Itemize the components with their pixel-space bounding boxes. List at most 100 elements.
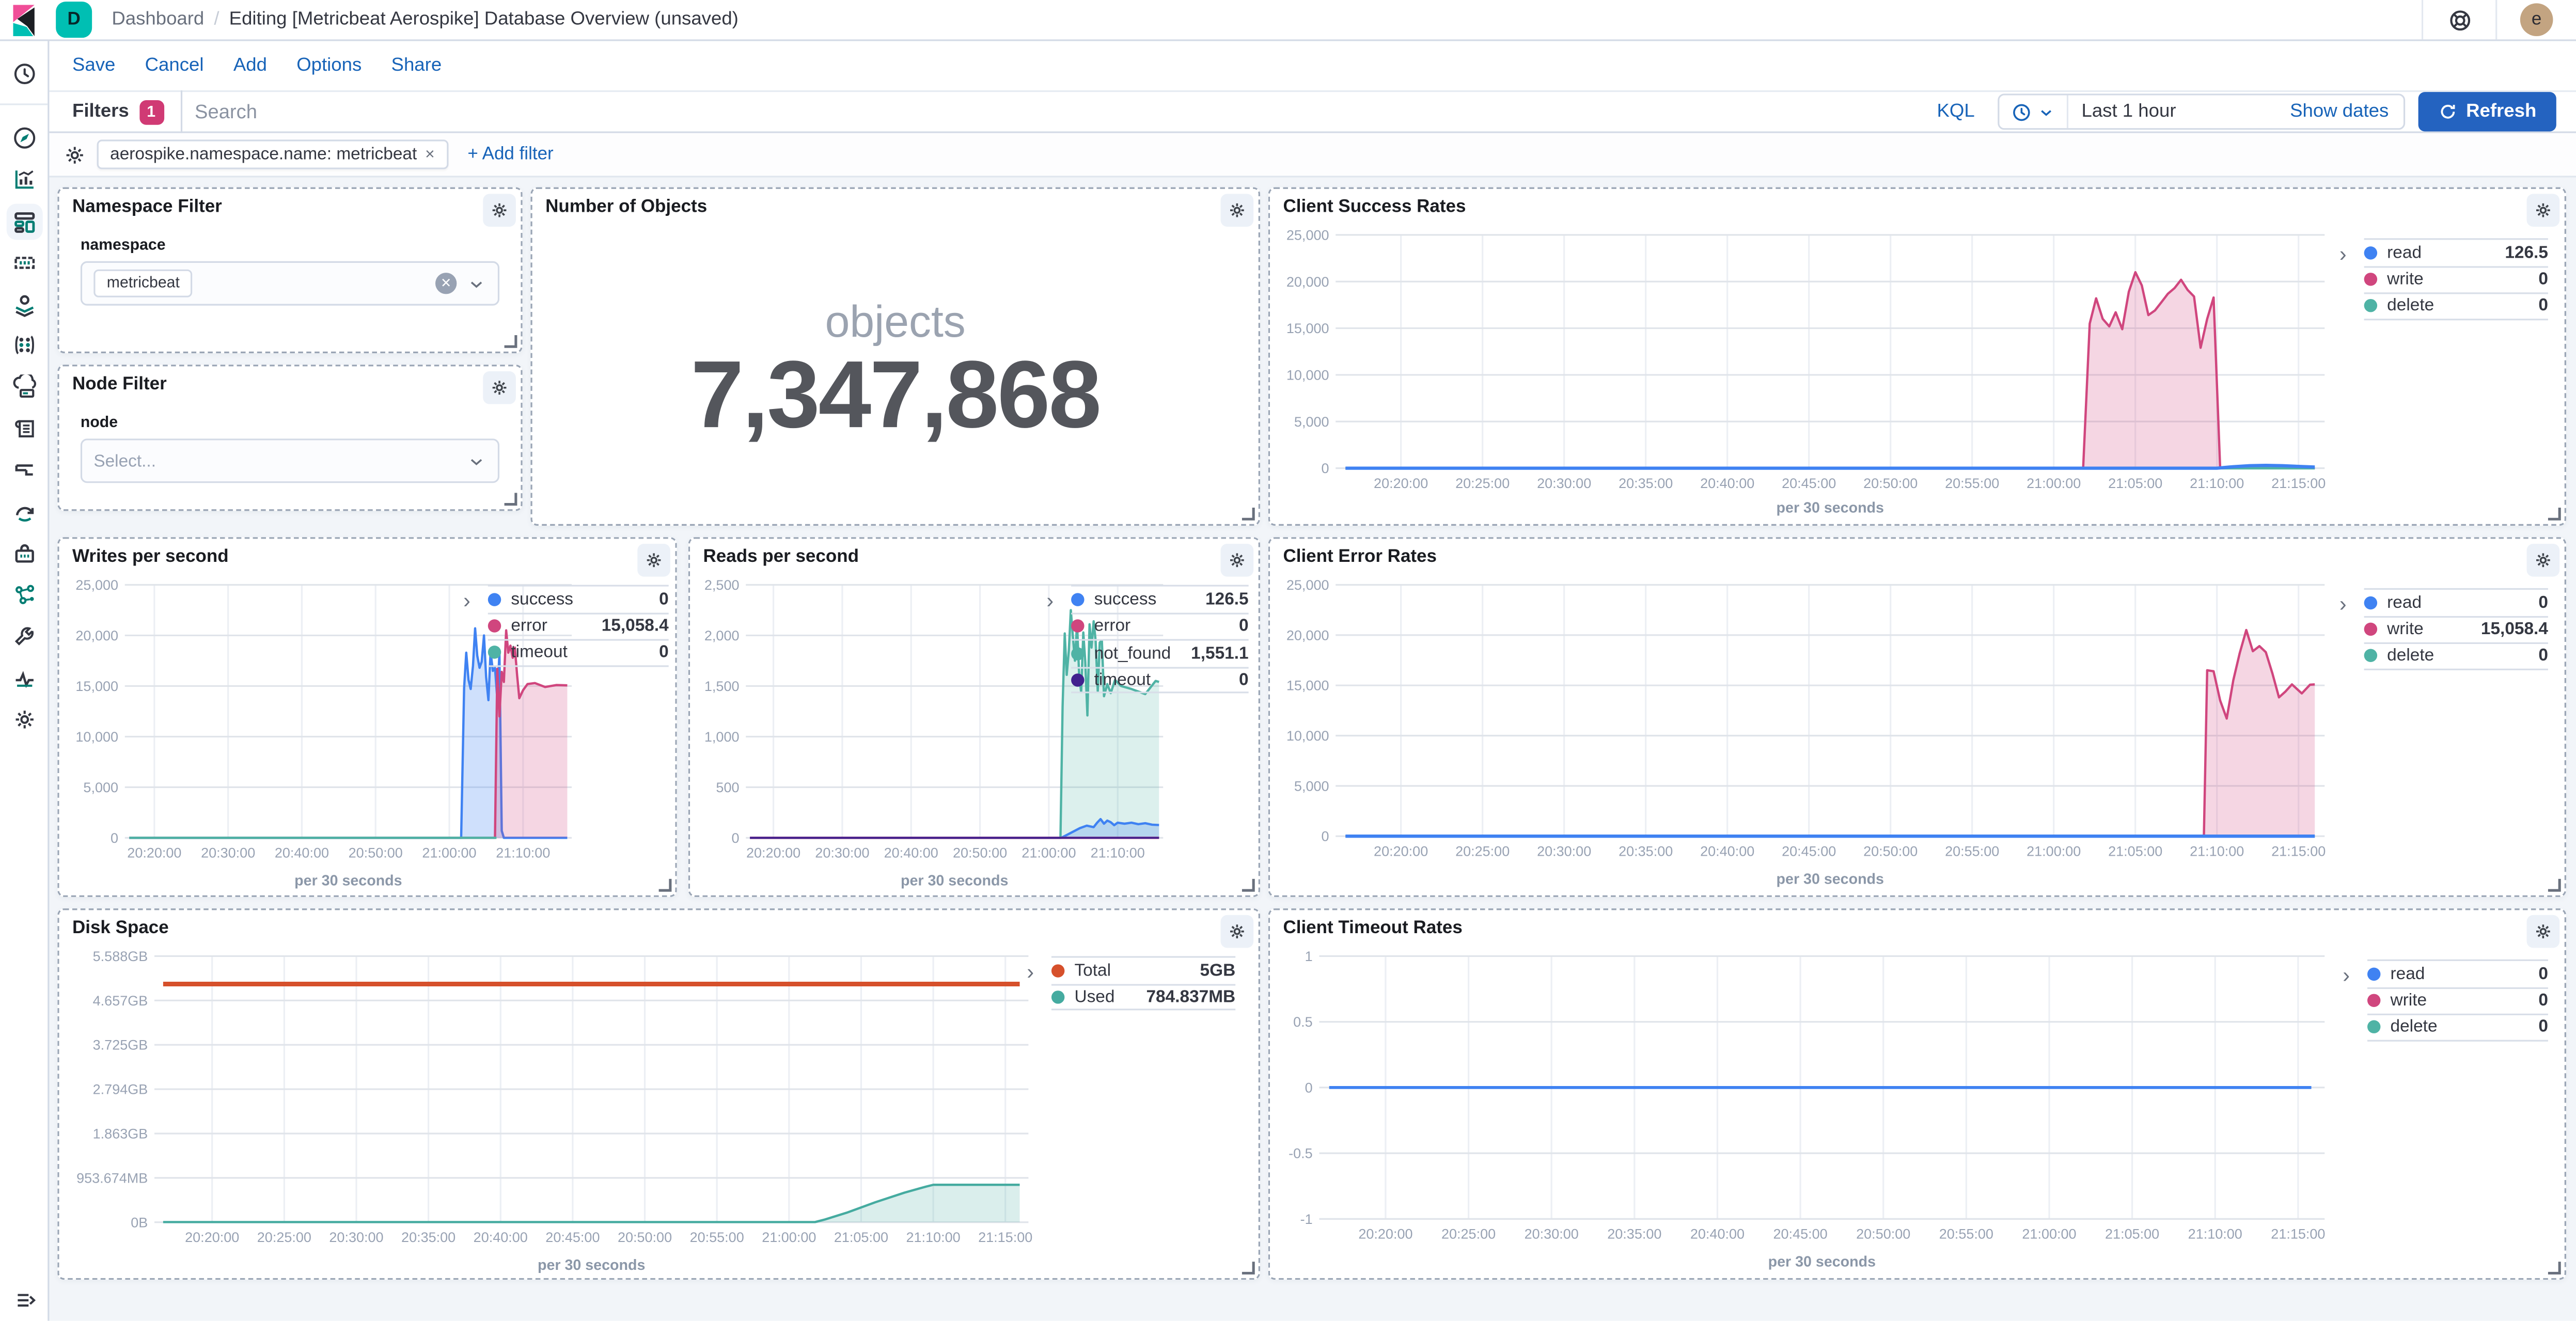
filters-menu-button[interactable]: Filters 1 — [49, 90, 182, 133]
management-gear-icon[interactable] — [0, 700, 49, 740]
legend-item-read[interactable]: read 126.5 — [2364, 238, 2548, 265]
kql-language-button[interactable]: KQL — [1937, 102, 1975, 122]
panel-options-gear-button[interactable] — [2526, 543, 2560, 577]
devtools-wrench-icon[interactable] — [0, 617, 49, 656]
discover-compass-icon[interactable] — [0, 118, 49, 158]
resize-handle[interactable] — [1240, 1260, 1255, 1275]
panel-title: Disk Space — [72, 918, 169, 938]
chevron-down-icon[interactable] — [466, 274, 486, 293]
siem-case-icon[interactable] — [0, 534, 49, 573]
legend-item-timeout[interactable]: timeout 0 — [488, 639, 669, 666]
svg-text:20:30:00: 20:30:00 — [1525, 1226, 1579, 1242]
resize-handle[interactable] — [2547, 877, 2562, 892]
namespace-selected-chip[interactable]: metricbeat — [93, 269, 193, 297]
legend-collapse-icon[interactable]: › — [1027, 959, 1034, 984]
legend-item-delete[interactable]: delete 0 — [2364, 642, 2548, 670]
resize-handle[interactable] — [1240, 877, 1255, 892]
legend-item-timeout[interactable]: timeout 0 — [1071, 666, 1249, 694]
legend-series-name: delete — [2387, 296, 2434, 316]
legend-collapse-icon[interactable]: › — [2343, 963, 2350, 987]
uptime-arrow-icon[interactable] — [0, 492, 49, 531]
legend-color-dot — [2367, 967, 2381, 981]
panel-options-gear-button[interactable] — [2526, 915, 2560, 948]
legend-color-dot — [2364, 649, 2378, 663]
client-timeout-rates-chart[interactable]: 20:20:00 20:25:00 20:30:00 20:35:00 20:40:00… — [1273, 943, 2344, 1271]
canvas-ticket-icon[interactable] — [0, 243, 49, 282]
legend-item-read[interactable]: read 0 — [2367, 959, 2548, 986]
client-error-rates-chart[interactable]: 20:20:00 20:25:00 20:30:00 20:35:00 20:40:00… — [1273, 572, 2344, 889]
filter-options-gear-icon[interactable] — [62, 142, 87, 167]
legend-item-error[interactable]: error 15,058.4 — [488, 611, 669, 639]
legend-collapse-icon[interactable]: › — [2339, 241, 2347, 266]
logs-scroll-icon[interactable] — [0, 409, 49, 448]
breadcrumb-dashboard-link[interactable]: Dashboard — [112, 10, 205, 30]
share-button[interactable]: Share — [391, 56, 442, 76]
save-button[interactable]: Save — [72, 56, 116, 76]
kibana-logo-icon[interactable] — [0, 4, 49, 36]
legend-item-delete[interactable]: delete 0 — [2364, 292, 2548, 320]
time-picker-quick-menu-button[interactable] — [1999, 95, 2069, 129]
show-dates-button[interactable]: Show dates — [2290, 102, 2389, 122]
recently-viewed-clock-icon[interactable] — [0, 54, 49, 93]
user-avatar[interactable]: e — [2520, 3, 2553, 36]
legend-item-Total[interactable]: Total 5GB — [1051, 956, 1236, 983]
svg-text:20:30:00: 20:30:00 — [329, 1230, 383, 1245]
reads-per-second-chart[interactable]: 20:20:00 20:30:00 20:40:00 20:50:00 21:00:00… — [693, 572, 1176, 890]
legend-color-dot — [488, 592, 501, 606]
legend-item-read[interactable]: read 0 — [2364, 588, 2548, 615]
resize-handle[interactable] — [1240, 506, 1255, 521]
panel-options-gear-button[interactable] — [1220, 543, 1254, 577]
remove-filter-icon[interactable]: × — [425, 145, 435, 164]
legend-collapse-icon[interactable]: › — [463, 588, 470, 613]
legend-item-Used[interactable]: Used 784.837MB — [1051, 983, 1236, 1011]
add-filter-button[interactable]: + Add filter — [467, 144, 554, 165]
chevron-down-icon[interactable] — [466, 451, 486, 470]
visualize-chart-icon[interactable] — [0, 160, 49, 199]
resize-handle[interactable] — [2547, 506, 2562, 521]
add-button[interactable]: Add — [233, 56, 267, 76]
cancel-button[interactable]: Cancel — [145, 56, 204, 76]
panel-options-gear-button[interactable] — [1220, 194, 1254, 227]
legend-item-not_found[interactable]: not_found 1,551.1 — [1071, 639, 1249, 666]
infrastructure-cloud-icon[interactable] — [0, 368, 49, 407]
space-switcher-button[interactable]: D — [56, 2, 92, 38]
filter-pill[interactable]: aerospike.namespace.name: metricbeat × — [97, 139, 448, 169]
machine-learning-dots-icon[interactable] — [0, 326, 49, 365]
legend-item-write[interactable]: write 15,058.4 — [2364, 615, 2548, 642]
legend-item-write[interactable]: write 0 — [2364, 265, 2548, 292]
legend-item-success[interactable]: success 126.5 — [1071, 585, 1249, 611]
legend-collapse-icon[interactable]: › — [2339, 591, 2347, 616]
writes-per-second-chart[interactable]: 20:20:00 20:30:00 20:40:00 20:50:00 21:00:00… — [62, 572, 585, 890]
panel-options-gear-button[interactable] — [2526, 194, 2560, 227]
node-select[interactable]: Select... — [80, 438, 500, 483]
graph-nodes-icon[interactable] — [0, 575, 49, 615]
time-range-value[interactable]: Last 1 hour — [2081, 102, 2176, 122]
resize-handle[interactable] — [502, 491, 517, 506]
namespace-combobox[interactable]: metricbeat ✕ — [80, 261, 500, 306]
search-input[interactable] — [181, 100, 1921, 123]
stack-monitoring-pulse-icon[interactable] — [0, 658, 49, 698]
collapse-menu-icon[interactable] — [0, 1281, 49, 1317]
clear-selection-icon[interactable]: ✕ — [435, 273, 457, 294]
legend-item-delete[interactable]: delete 0 — [2367, 1013, 2548, 1041]
refresh-button[interactable]: Refresh — [2418, 92, 2556, 132]
panel-options-gear-button[interactable] — [483, 371, 516, 404]
dashboard-grid-icon[interactable] — [0, 201, 49, 241]
panel-options-gear-button[interactable] — [637, 543, 670, 577]
maps-pin-icon[interactable] — [0, 285, 49, 324]
apm-flows-icon[interactable] — [0, 451, 49, 490]
legend-item-success[interactable]: success 0 — [488, 585, 669, 611]
help-lifebuoy-icon[interactable] — [2423, 7, 2495, 32]
resize-handle[interactable] — [657, 877, 672, 892]
client-success-rates-chart[interactable]: 20:20:00 20:25:00 20:30:00 20:35:00 20:40:00… — [1273, 222, 2344, 517]
legend-item-error[interactable]: error 0 — [1071, 611, 1249, 639]
svg-text:per 30 seconds: per 30 seconds — [1777, 871, 1884, 887]
resize-handle[interactable] — [502, 334, 517, 349]
options-button[interactable]: Options — [296, 56, 362, 76]
panel-options-gear-button[interactable] — [1220, 915, 1254, 948]
disk-space-chart[interactable]: 20:20:00 20:25:00 20:30:00 20:35:00 20:40:00… — [62, 943, 1048, 1275]
panel-options-gear-button[interactable] — [483, 194, 516, 227]
legend-item-write[interactable]: write 0 — [2367, 986, 2548, 1013]
resize-handle[interactable] — [2547, 1260, 2562, 1275]
legend-collapse-icon[interactable]: › — [1046, 588, 1054, 613]
